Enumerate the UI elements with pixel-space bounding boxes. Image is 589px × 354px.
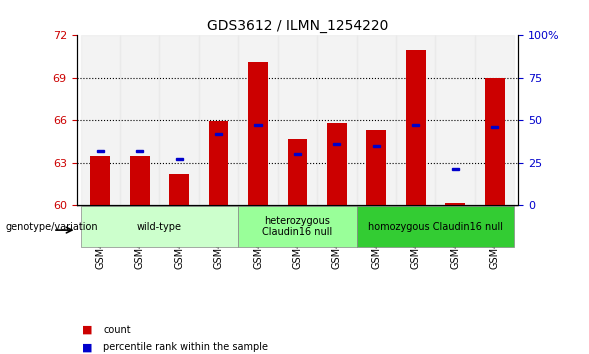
Title: GDS3612 / ILMN_1254220: GDS3612 / ILMN_1254220 [207,19,388,33]
Bar [209,121,229,205]
Bar [396,35,435,205]
FancyBboxPatch shape [81,206,239,247]
Bar [97,150,104,152]
Bar [406,50,426,205]
Text: count: count [103,325,131,335]
Bar [356,35,396,205]
Bar [215,133,222,135]
Text: heterozygous
Claudin16 null: heterozygous Claudin16 null [262,216,333,238]
Bar [169,174,189,205]
Bar [248,62,268,205]
Bar [491,126,498,128]
Bar [81,35,120,205]
Bar [485,78,505,205]
Bar [317,35,356,205]
Bar [239,35,278,205]
Bar [435,35,475,205]
Text: ■: ■ [82,342,93,353]
Bar [445,203,465,205]
Bar [475,35,514,205]
Text: homozygous Claudin16 null: homozygous Claudin16 null [368,222,503,232]
Bar [333,143,340,145]
Bar [373,145,380,147]
Bar [254,124,262,126]
Bar [327,123,347,205]
Bar [120,35,160,205]
Text: ■: ■ [82,325,93,335]
Text: wild-type: wild-type [137,222,182,232]
Bar [199,35,239,205]
Bar [278,35,317,205]
FancyBboxPatch shape [239,206,356,247]
Text: genotype/variation: genotype/variation [6,222,98,232]
Bar [294,153,301,155]
Text: percentile rank within the sample: percentile rank within the sample [103,342,268,353]
Bar [176,158,183,160]
Bar [412,124,419,126]
Bar [90,156,110,205]
Bar [130,156,150,205]
Bar [287,139,307,205]
Bar [160,35,199,205]
Bar [136,150,143,152]
Bar [366,130,386,205]
Bar [452,168,459,170]
FancyBboxPatch shape [356,206,514,247]
